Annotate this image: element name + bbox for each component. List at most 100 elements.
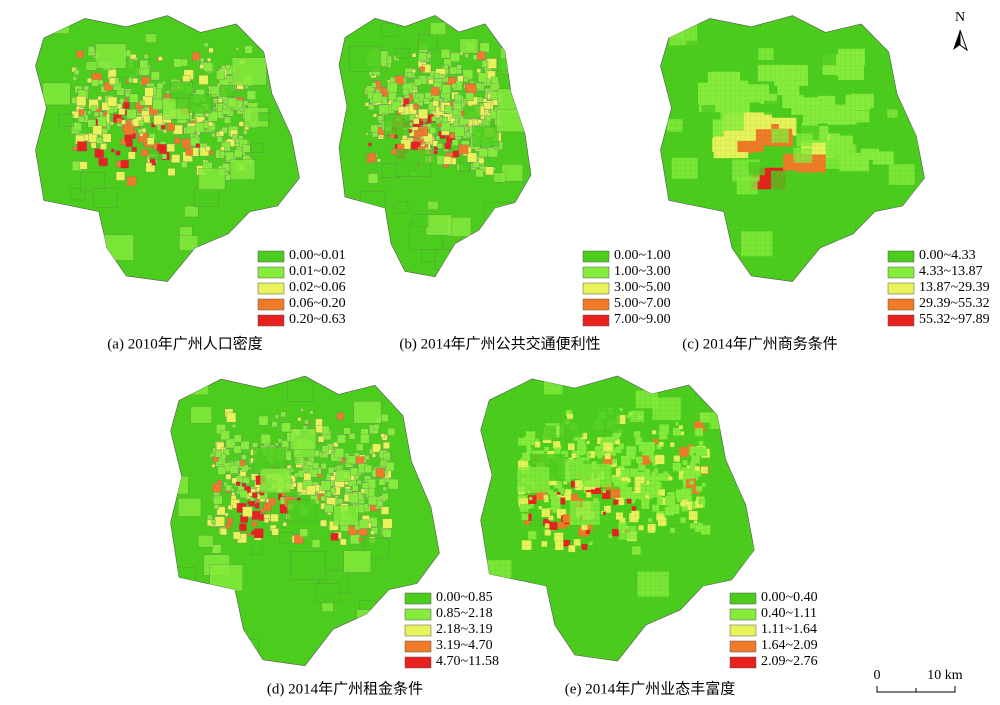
patch (290, 551, 326, 580)
hotspot (243, 100, 249, 106)
hotspot (242, 144, 251, 153)
hotspot (90, 105, 97, 112)
hotspot (171, 154, 181, 163)
hotspot (452, 150, 460, 158)
hotspot (413, 130, 422, 138)
hotspot (231, 477, 238, 484)
hotspot (356, 480, 362, 485)
hotspot (459, 116, 468, 126)
map-panel: 0.00~0.010.01~0.020.02~0.060.06~0.200.20… (35, 15, 346, 352)
hotspot (87, 78, 92, 83)
patch (294, 111, 300, 139)
hotspot (102, 133, 112, 143)
hotspot (439, 98, 443, 103)
patch (333, 505, 359, 526)
legend-label: 4.33~13.87 (919, 264, 983, 279)
patch (393, 201, 409, 214)
hotspot (326, 491, 332, 497)
hotspot (368, 152, 376, 161)
hotspot (423, 98, 431, 105)
hotspot (377, 158, 381, 163)
hotspot (484, 115, 492, 122)
hotspot (382, 442, 390, 449)
hotspot (449, 66, 458, 75)
hotspot (216, 70, 225, 80)
hotspot (73, 122, 82, 132)
hotspot (370, 530, 375, 535)
hotspot (373, 113, 377, 118)
hotspot (315, 425, 323, 433)
hotspot (449, 132, 455, 139)
patch (70, 188, 86, 201)
hotspot (388, 478, 399, 490)
hotspot (244, 45, 253, 54)
hotspot (194, 134, 199, 139)
hotspot (465, 92, 474, 101)
legend-swatch (404, 656, 432, 669)
hotspot (161, 153, 168, 160)
legend-swatch (887, 250, 915, 263)
patch (437, 280, 462, 300)
hotspot (189, 133, 194, 138)
patch (504, 642, 535, 661)
legend-swatch (404, 592, 432, 605)
hotspot (83, 85, 89, 91)
hotspot (199, 64, 205, 69)
hotspot (378, 478, 386, 486)
hotspot (476, 96, 483, 103)
hotspot (440, 74, 446, 79)
north-label: N (955, 10, 965, 25)
hotspot (234, 149, 243, 158)
hotspot (321, 445, 330, 453)
hotspot (213, 504, 219, 510)
hotspot (280, 411, 286, 418)
legend-label: 0.02~0.06 (289, 280, 346, 295)
patch (441, 554, 459, 568)
hotspot (477, 51, 486, 60)
hotspot (264, 518, 269, 524)
hotspot (437, 123, 442, 128)
patch (459, 38, 479, 54)
patch (93, 188, 118, 208)
hotspot (73, 69, 80, 76)
hotspot (427, 102, 436, 111)
hotspot (252, 442, 258, 449)
patch (188, 94, 212, 114)
hotspot (407, 72, 413, 78)
hotspot (320, 495, 326, 502)
hotspot (365, 102, 370, 107)
hotspot (356, 443, 364, 451)
legend-swatch (257, 282, 285, 295)
hotspot (281, 492, 286, 497)
patch (290, 428, 317, 450)
hotspot (104, 82, 113, 91)
hotspot (300, 408, 304, 412)
legend-swatch (729, 608, 757, 621)
hotspot (437, 143, 443, 149)
hotspot (244, 486, 251, 493)
scale-end: 10 km (927, 668, 963, 683)
hotspot (123, 102, 130, 109)
hotspot (415, 114, 419, 118)
hotspot (356, 456, 365, 465)
panel-caption: (d) 2014年广州租金条件 (267, 680, 423, 697)
patch (335, 469, 352, 482)
patch (427, 200, 439, 210)
patch (178, 498, 202, 517)
hotspot (254, 503, 260, 509)
patch (432, 424, 440, 444)
hotspot (240, 440, 250, 450)
hotspot (129, 93, 139, 103)
patch (170, 476, 189, 495)
hotspot (337, 412, 345, 420)
hotspot (479, 42, 490, 53)
hotspot (210, 85, 220, 95)
patch (359, 191, 386, 213)
hotspot (249, 500, 256, 507)
hotspot (270, 513, 279, 522)
hotspot (162, 80, 166, 85)
hotspot (387, 427, 396, 436)
hotspot (360, 488, 366, 493)
hotspot (373, 424, 380, 430)
